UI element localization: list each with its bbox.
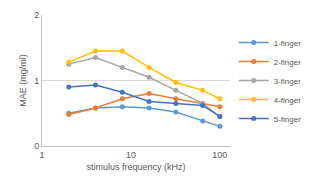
svg-text:1: 1 xyxy=(39,150,44,160)
svg-text:2-finger: 2-finger xyxy=(274,58,301,67)
svg-text:stimulus frequency (kHz): stimulus frequency (kHz) xyxy=(86,162,185,172)
svg-text:MAE (mg/ml): MAE (mg/ml) xyxy=(18,54,28,107)
svg-text:0: 0 xyxy=(34,141,39,151)
svg-text:4-finger: 4-finger xyxy=(274,96,301,105)
svg-text:100: 100 xyxy=(212,150,227,160)
svg-text:1: 1 xyxy=(34,76,39,86)
svg-text:2: 2 xyxy=(34,10,39,20)
svg-text:10: 10 xyxy=(126,150,136,160)
svg-text:1-finger: 1-finger xyxy=(274,39,301,48)
svg-text:5-finger: 5-finger xyxy=(274,115,301,124)
svg-text:3-finger: 3-finger xyxy=(274,77,301,86)
